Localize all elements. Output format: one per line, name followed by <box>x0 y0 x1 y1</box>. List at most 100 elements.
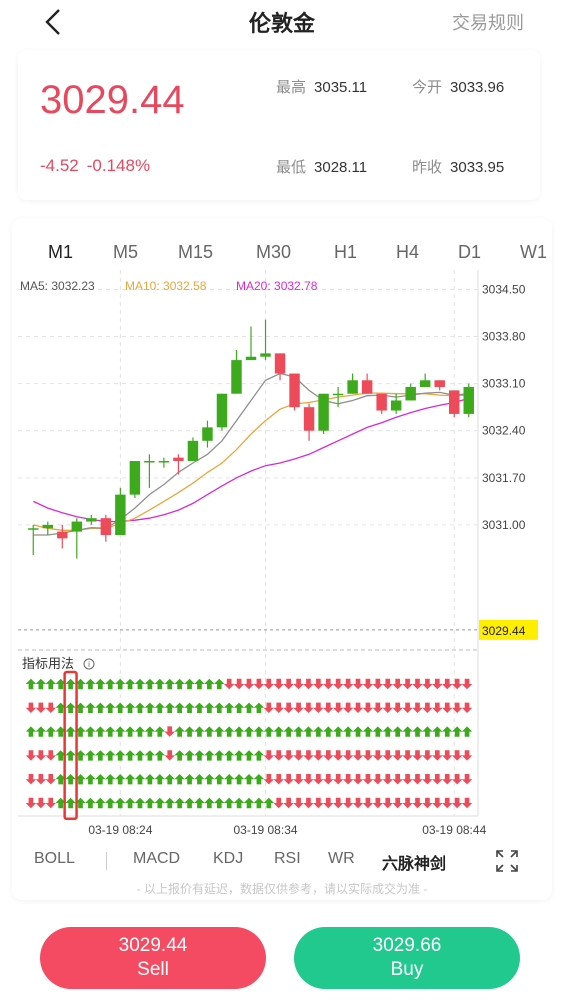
up-arrow-icon <box>214 797 225 809</box>
fullscreen-icon[interactable] <box>494 848 520 874</box>
indicator-six-pulse[interactable]: 六脉神剑 <box>382 856 447 873</box>
sell-label: Sell <box>137 959 169 980</box>
down-arrow-icon <box>313 750 324 761</box>
signal-usage-label[interactable]: 指标用法 <box>22 656 74 671</box>
up-arrow-icon <box>124 726 136 737</box>
up-arrow-icon <box>174 702 185 713</box>
down-arrow-icon <box>382 774 393 785</box>
prev-close-value: 3033.95 <box>450 159 505 176</box>
down-arrow-icon <box>352 750 364 761</box>
tab-h1[interactable]: H1 <box>334 242 358 262</box>
up-arrow-icon <box>392 726 403 737</box>
up-arrow-icon <box>184 726 195 737</box>
high-label: 最高 <box>276 79 307 96</box>
up-arrow-icon <box>243 750 255 761</box>
sell-button[interactable]: 3029.44 Sell <box>40 927 266 989</box>
down-arrow-icon <box>362 678 374 690</box>
current-price: 3029.44 <box>40 78 185 122</box>
up-arrow-icon <box>194 797 205 809</box>
ma10-line <box>33 392 469 531</box>
up-arrow-icon <box>65 678 76 690</box>
tab-m1[interactable]: M1 <box>48 242 74 262</box>
indicator-kdj[interactable]: KDJ <box>213 850 244 867</box>
y-tick-label: 3031.00 <box>482 518 526 532</box>
up-arrow-icon <box>164 702 175 713</box>
trading-rules-link[interactable]: 交易规则 <box>452 13 524 33</box>
tab-m30[interactable]: M30 <box>256 242 292 262</box>
up-arrow-icon <box>194 702 205 713</box>
up-arrow-icon <box>263 726 275 737</box>
tab-d1[interactable]: D1 <box>458 242 482 262</box>
ma20-line <box>33 397 469 523</box>
up-arrow-icon <box>85 702 96 713</box>
up-arrow-icon <box>154 702 165 713</box>
tab-w1[interactable]: W1 <box>520 242 547 262</box>
up-arrow-icon <box>154 678 165 690</box>
down-arrow-icon <box>342 797 354 809</box>
indicator-wr[interactable]: WR <box>328 850 355 867</box>
low-stat: 最低 3028.11 <box>276 156 367 177</box>
up-arrow-icon <box>243 726 255 737</box>
up-arrow-icon <box>114 797 126 809</box>
down-arrow-icon <box>372 678 384 690</box>
down-arrow-icon <box>263 750 275 761</box>
down-arrow-icon <box>402 750 413 761</box>
up-arrow-icon <box>333 726 344 737</box>
buy-button[interactable]: 3029.66 Buy <box>294 927 520 989</box>
down-arrow-icon <box>392 678 403 690</box>
up-arrow-icon <box>253 726 265 737</box>
up-arrow-icon <box>402 726 413 737</box>
down-arrow-icon <box>392 702 403 713</box>
x-tick-label: 03-19 08:34 <box>233 823 297 837</box>
down-arrow-icon <box>303 797 314 809</box>
up-arrow-icon <box>223 797 235 809</box>
up-arrow-icon <box>114 726 126 737</box>
top-nav: 伦敦金 交易规则 <box>0 0 564 46</box>
down-arrow-icon <box>273 750 284 761</box>
down-arrow-icon <box>402 797 413 809</box>
up-arrow-icon <box>25 678 37 690</box>
candle-body <box>449 390 460 414</box>
down-arrow-icon <box>25 774 37 785</box>
tab-m5[interactable]: M5 <box>113 242 139 262</box>
tab-h4[interactable]: H4 <box>396 242 420 262</box>
up-arrow-icon <box>55 678 66 690</box>
back-arrow-icon[interactable] <box>38 6 70 38</box>
up-arrow-icon <box>35 726 47 737</box>
down-arrow-icon <box>35 797 47 809</box>
up-arrow-icon <box>174 797 185 809</box>
highlight-column-box <box>63 670 78 821</box>
up-arrow-icon <box>134 797 146 809</box>
up-arrow-icon <box>105 702 116 713</box>
candle-body <box>405 387 416 401</box>
up-arrow-icon <box>45 726 56 737</box>
candle-body <box>216 393 228 428</box>
up-arrow-icon <box>184 750 195 761</box>
candlestick-chart[interactable]: 3034.50 3033.80 3033.10 3032.40 3031.70 3031.… <box>12 218 552 840</box>
up-arrow-icon <box>134 750 146 761</box>
indicator-macd[interactable]: MACD <box>133 850 181 867</box>
down-arrow-icon <box>442 702 453 713</box>
candle-body <box>187 440 199 461</box>
change-amount: -4.52 <box>40 156 79 175</box>
down-arrow-icon <box>382 678 393 690</box>
down-arrow-icon <box>372 750 384 761</box>
candle-body <box>129 461 141 495</box>
candle-body <box>463 387 474 414</box>
info-icon[interactable]: i <box>83 658 95 670</box>
down-arrow-icon <box>263 774 275 785</box>
candle-body <box>115 494 126 535</box>
tab-m15[interactable]: M15 <box>178 242 214 262</box>
up-arrow-icon <box>214 750 225 761</box>
candle-body <box>260 353 271 357</box>
up-arrow-icon <box>144 797 156 809</box>
indicator-rsi[interactable]: RSI <box>274 850 301 867</box>
up-arrow-icon <box>65 774 76 785</box>
candle-body <box>231 360 242 394</box>
down-arrow-icon <box>422 750 433 761</box>
indicator-boll[interactable]: BOLL <box>34 850 75 867</box>
up-arrow-icon <box>154 774 165 785</box>
current-price-tag <box>479 619 538 640</box>
up-arrow-icon <box>243 702 255 713</box>
indicator-tabs: BOLL MACD KDJ RSI WR 六脉神剑 <box>12 846 552 876</box>
